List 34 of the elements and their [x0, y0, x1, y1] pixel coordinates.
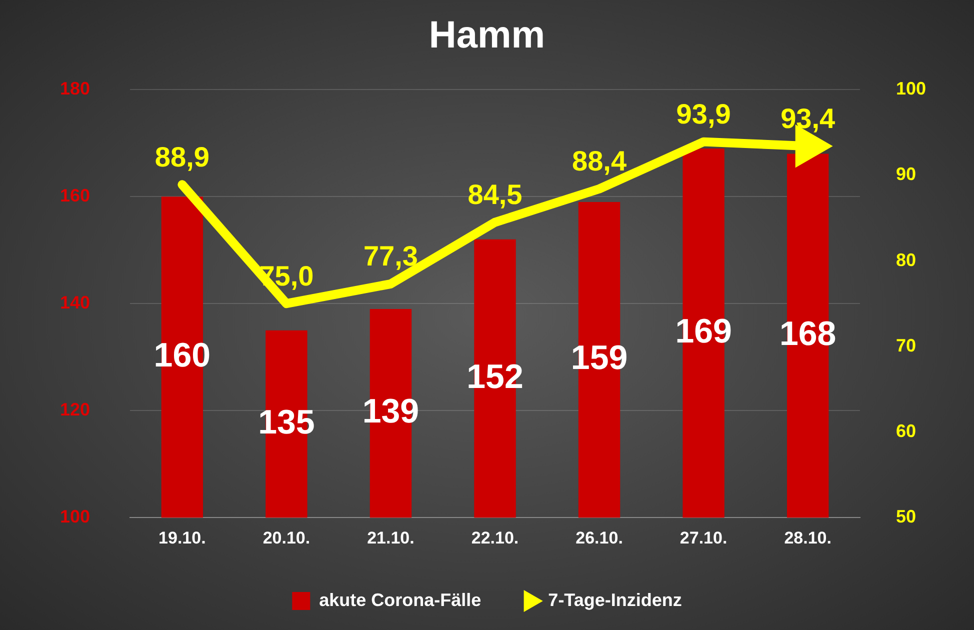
data-label: 139 — [362, 392, 420, 431]
y2-tick-label: 60 — [896, 420, 916, 441]
y2-tick-label: 80 — [896, 250, 916, 270]
x-tick-label: 21.10. — [367, 528, 414, 548]
data-label: 93,4 — [780, 102, 836, 134]
data-label: 93,9 — [676, 98, 731, 130]
y2-tick-label: 100 — [896, 78, 926, 99]
y-tick-label: 160 — [60, 186, 90, 206]
legend-label: 7-Tage-Inzidenz — [548, 590, 682, 610]
y2-tick-label: 70 — [896, 335, 916, 356]
x-tick-label: 28.10. — [784, 528, 832, 548]
data-label: 159 — [570, 339, 628, 378]
data-label: 160 — [154, 336, 211, 374]
x-tick-label: 27.10. — [680, 528, 728, 548]
x-tick-label: 22.10. — [471, 528, 519, 548]
data-label: 84,5 — [468, 179, 522, 210]
y-tick-label: 120 — [60, 400, 90, 420]
data-label: 152 — [466, 358, 524, 396]
y2-tick-label: 50 — [896, 506, 916, 527]
y-tick-label: 140 — [60, 292, 90, 313]
data-label: 88,4 — [572, 146, 627, 177]
data-label: 88,9 — [154, 141, 210, 172]
legend-label: akute Corona-Fälle — [319, 590, 482, 610]
chart-title: Hamm — [428, 14, 546, 56]
x-tick-label: 20.10. — [262, 528, 310, 548]
data-label: 135 — [258, 403, 315, 442]
y2-tick-label: 90 — [896, 164, 916, 184]
data-label: 168 — [779, 315, 836, 354]
y-tick-label: 100 — [60, 506, 90, 527]
data-label: 169 — [675, 312, 732, 350]
y-tick-label: 180 — [60, 78, 90, 99]
x-tick-label: 19.10. — [158, 528, 206, 548]
data-label: 77,3 — [363, 240, 418, 272]
x-tick-label: 26.10. — [576, 528, 623, 548]
